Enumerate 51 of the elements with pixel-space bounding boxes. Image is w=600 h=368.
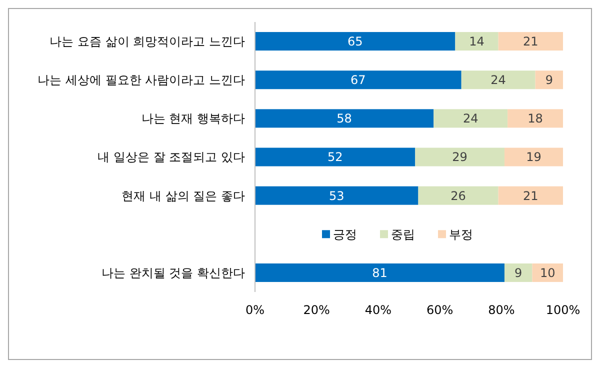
bar xyxy=(255,263,504,282)
x-tick-label: 80% xyxy=(488,303,515,317)
data-label: 18 xyxy=(528,112,543,126)
data-label: 29 xyxy=(452,150,468,164)
x-tick-label: 0% xyxy=(245,303,265,317)
bar xyxy=(434,109,508,128)
data-label: 65 xyxy=(347,34,363,48)
data-label: 9 xyxy=(545,73,553,88)
data-label: 21 xyxy=(523,188,538,203)
y-tick-label: 나는 현재 행복하다 xyxy=(141,112,245,126)
bar xyxy=(498,32,563,51)
bar xyxy=(418,186,498,205)
x-tick-label: 60% xyxy=(426,303,454,317)
bar xyxy=(498,186,563,205)
x-tick-label: 20% xyxy=(303,303,330,317)
data-label: 58 xyxy=(336,112,352,126)
data-label: 26 xyxy=(450,188,466,203)
bar xyxy=(255,186,418,205)
legend-label: 긍정 xyxy=(333,227,357,242)
legend-label: 부정 xyxy=(449,227,473,242)
data-label: 67 xyxy=(350,73,366,88)
data-label: 53 xyxy=(328,188,344,203)
data-label: 21 xyxy=(523,34,538,48)
bar xyxy=(532,263,563,282)
x-tick-label: 100% xyxy=(546,303,580,317)
data-label: 81 xyxy=(372,266,388,280)
bar xyxy=(508,109,563,128)
y-tick-label: 내 일상은 잘 조절되고 있다 xyxy=(98,150,245,164)
bar xyxy=(504,148,563,166)
data-label: 24 xyxy=(490,73,506,88)
x-tick-label: 40% xyxy=(364,303,392,317)
data-label: 24 xyxy=(462,112,478,126)
y-tick-label: 나는 완치될 것을 확신한다 xyxy=(102,266,245,280)
bar xyxy=(415,148,504,166)
bar xyxy=(255,70,462,90)
data-label: 9 xyxy=(514,266,522,280)
data-label: 14 xyxy=(469,34,484,48)
bar xyxy=(535,70,563,90)
data-label: 10 xyxy=(540,266,556,280)
legend-label: 중립 xyxy=(391,227,415,242)
data-label: 19 xyxy=(526,150,542,164)
y-tick-label: 현재 내 삶의 질은 좋다 xyxy=(122,188,245,203)
bar xyxy=(504,263,532,282)
y-tick-label: 나는 요즘 삶이 희망적이라고 느낀다 xyxy=(50,34,245,48)
bar xyxy=(455,32,498,51)
bar xyxy=(255,32,456,51)
bar xyxy=(461,70,536,90)
bar xyxy=(255,109,434,128)
bar xyxy=(255,148,416,166)
y-tick-label: 나는 세상에 필요한 사람이라고 느낀다 xyxy=(38,73,245,88)
data-label: 52 xyxy=(327,150,343,164)
